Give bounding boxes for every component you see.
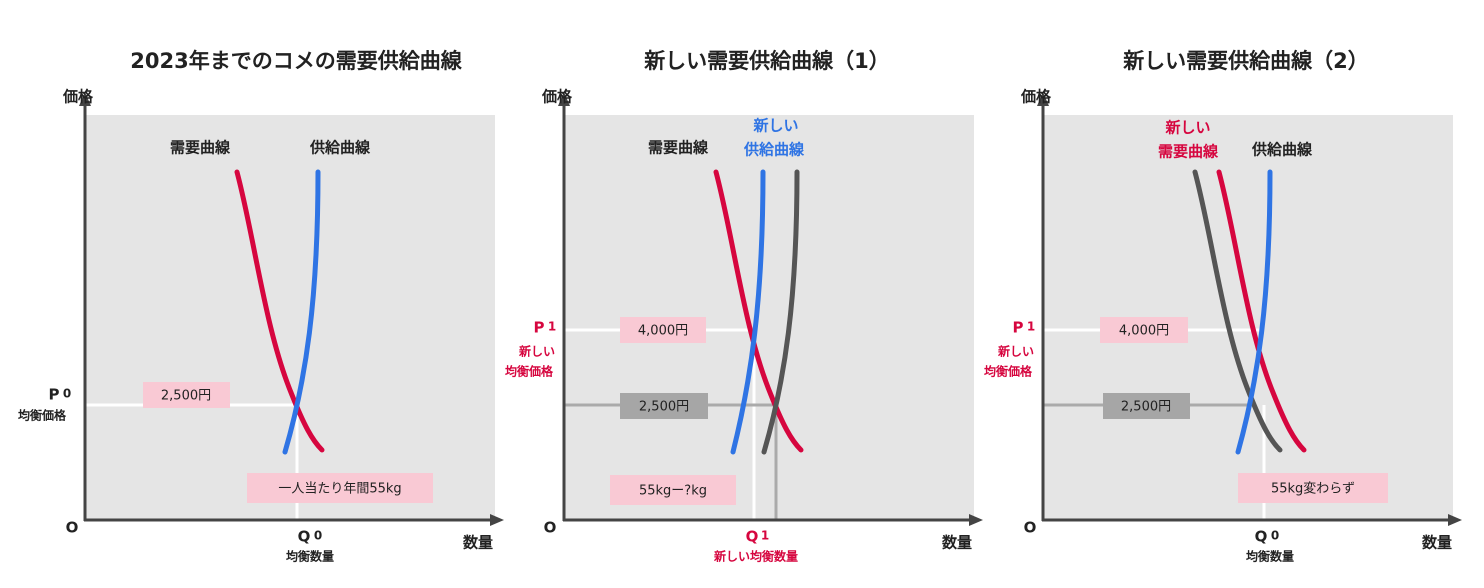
price-box bbox=[620, 393, 708, 419]
old-demand-curve bbox=[1192, 169, 1283, 453]
demand-curve bbox=[234, 169, 325, 453]
new-supply-curve bbox=[730, 169, 766, 455]
p-caption: 均衡価格 bbox=[505, 364, 554, 379]
y-axis-label: 価格 bbox=[1020, 88, 1052, 106]
curve-label: 新しい bbox=[752, 117, 798, 135]
price-box bbox=[620, 317, 706, 343]
curve-label: 供給曲線 bbox=[743, 141, 805, 159]
quantity-note: 一人当たり年間55kg bbox=[278, 482, 401, 497]
panel: 2023年までのコメの需要供給曲線 価格 数量 O 需要曲線 供給曲線 2,50… bbox=[18, 49, 504, 564]
price-label: 2,500円 bbox=[639, 400, 689, 415]
curve-label: 需要曲線 bbox=[648, 139, 709, 157]
price-label: 2,500円 bbox=[1121, 400, 1171, 415]
q-subscript: 1 bbox=[761, 529, 769, 543]
price-box bbox=[1103, 393, 1190, 419]
axis-arrow bbox=[969, 514, 983, 526]
old-supply-curve bbox=[761, 169, 800, 455]
y-axis-label: 価格 bbox=[541, 88, 573, 106]
q-label: Q bbox=[746, 528, 759, 546]
curve-label: 新しい bbox=[1164, 119, 1210, 137]
supply-curve bbox=[282, 169, 321, 455]
x-axis-label: 数量 bbox=[462, 534, 493, 552]
q-caption: 均衡数量 bbox=[286, 549, 334, 564]
origin-label: O bbox=[66, 519, 79, 537]
axis-arrow bbox=[79, 92, 91, 106]
price-label: 2,500円 bbox=[161, 389, 211, 404]
origin-label: O bbox=[1024, 519, 1037, 537]
curve-label: 供給曲線 bbox=[1251, 141, 1313, 159]
price-label: 4,000円 bbox=[638, 324, 688, 339]
panel-title: 2023年までのコメの需要供給曲線 bbox=[130, 49, 462, 73]
panel: 新しい需要供給曲線（2） 価格 数量 O 新しい 需要曲線 供給曲線 4,000… bbox=[984, 49, 1462, 564]
demand-curve bbox=[713, 169, 804, 453]
p-subscript: 1 bbox=[548, 320, 556, 334]
x-axis-label: 数量 bbox=[1421, 534, 1452, 552]
p-label: P bbox=[1013, 319, 1024, 337]
p-caption: 新しい bbox=[997, 344, 1034, 359]
p-caption: 新しい bbox=[518, 344, 555, 359]
q-caption: 新しい均衡数量 bbox=[713, 549, 798, 564]
panel-title: 新しい需要供給曲線（1） bbox=[643, 49, 890, 73]
quantity-box bbox=[610, 475, 736, 505]
axis-arrow bbox=[1448, 514, 1462, 526]
curve-label: 需要曲線 bbox=[170, 139, 231, 157]
origin-label: O bbox=[544, 519, 557, 537]
x-axis-label: 数量 bbox=[941, 534, 972, 552]
q-caption: 均衡数量 bbox=[1246, 549, 1294, 564]
p-caption: 均衡価格 bbox=[18, 408, 67, 423]
curve-label: 需要曲線 bbox=[1158, 143, 1219, 161]
quantity-box bbox=[247, 473, 433, 503]
panel-title: 新しい需要供給曲線（2） bbox=[1122, 49, 1369, 73]
quantity-note: 55kg変わらず bbox=[1271, 481, 1355, 497]
axis-arrow bbox=[558, 92, 570, 106]
p-subscript: 0 bbox=[63, 387, 71, 401]
axis-arrow bbox=[490, 514, 504, 526]
q-label: Q bbox=[1255, 528, 1268, 546]
q-subscript: 0 bbox=[1271, 529, 1279, 543]
curve-label: 供給曲線 bbox=[309, 139, 371, 157]
q-label: Q bbox=[298, 528, 311, 546]
quantity-note: 55kgー?kg bbox=[639, 484, 707, 499]
quantity-box bbox=[1238, 473, 1388, 503]
plot-area bbox=[85, 115, 495, 520]
price-box bbox=[143, 382, 230, 408]
p-caption: 均衡価格 bbox=[984, 364, 1033, 379]
p-label: P bbox=[49, 386, 60, 404]
supply-curve bbox=[1235, 169, 1273, 455]
price-label: 4,000円 bbox=[1119, 324, 1169, 339]
price-box bbox=[1100, 317, 1188, 343]
p-subscript: 1 bbox=[1027, 320, 1035, 334]
axis-arrow bbox=[1037, 92, 1049, 106]
y-axis-label: 価格 bbox=[62, 88, 94, 106]
q-subscript: 0 bbox=[314, 529, 322, 543]
panel: 新しい需要供給曲線（1） 価格 数量 O 需要曲線 新しい 供給曲線 4,000… bbox=[505, 49, 983, 564]
p-label: P bbox=[534, 319, 545, 337]
